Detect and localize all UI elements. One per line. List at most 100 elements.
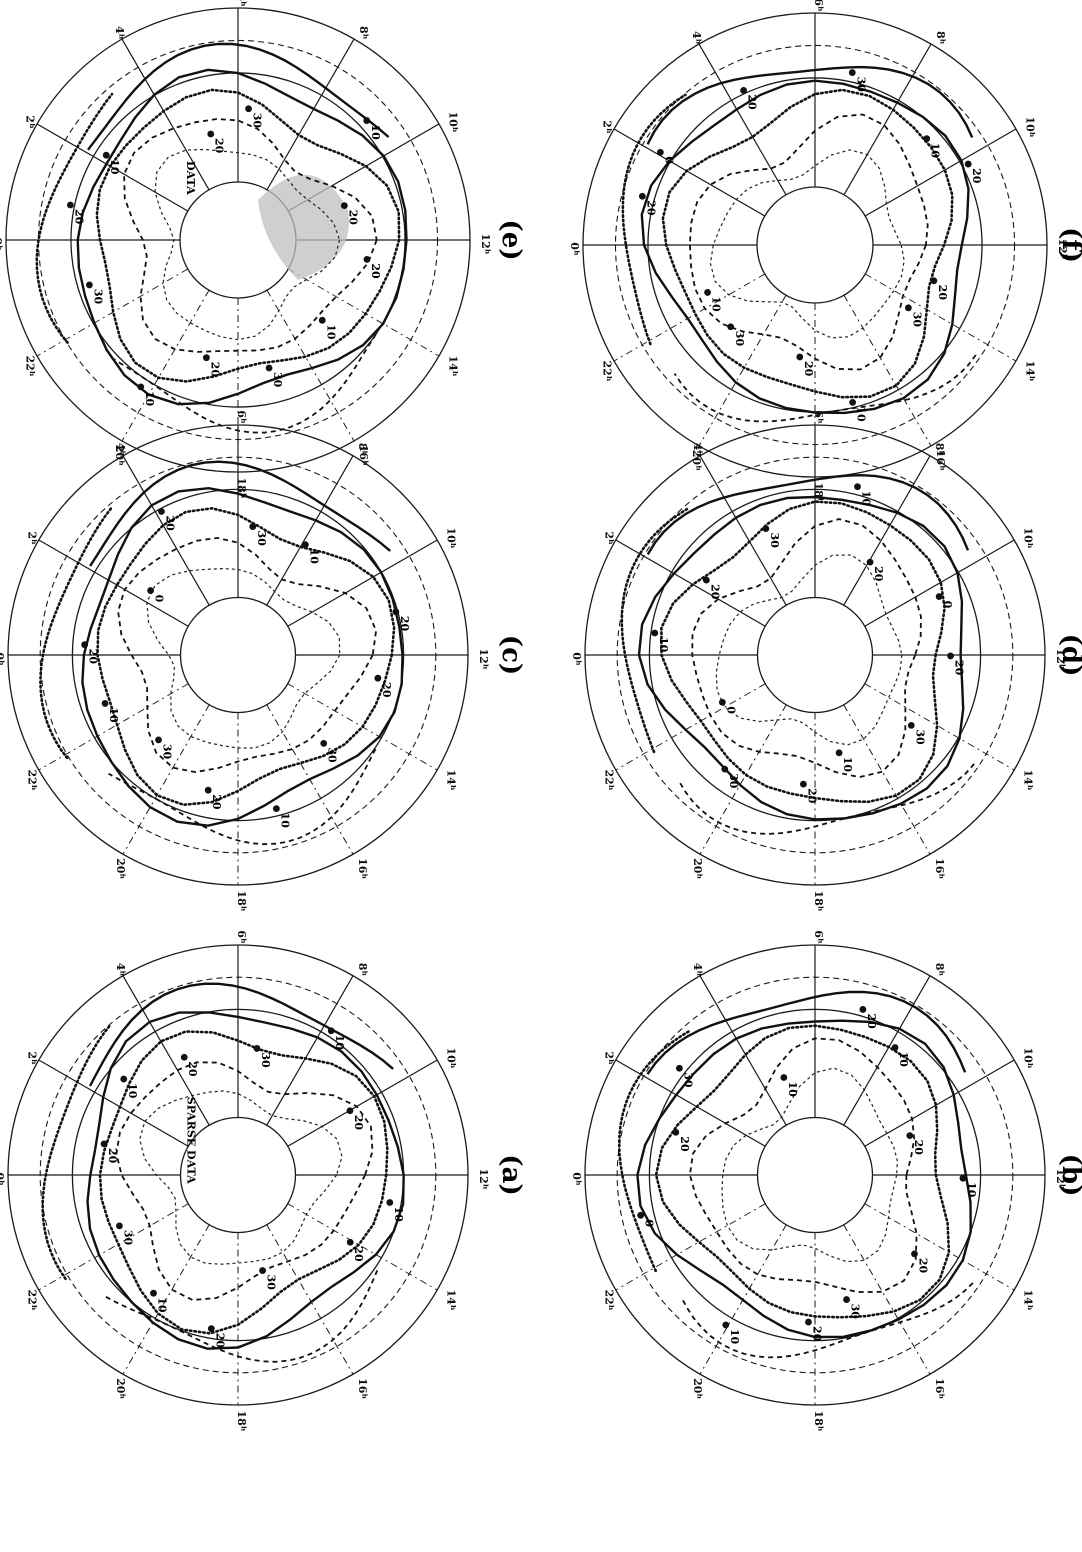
contour-value-label: 20	[398, 616, 411, 632]
contour-inner	[154, 148, 341, 341]
contour-label-dot	[346, 1107, 354, 1115]
inner-ring	[756, 186, 874, 304]
contour-label-dot	[120, 1075, 128, 1083]
contour-value-label: 10	[897, 1052, 910, 1068]
contour-value-label: 20	[746, 94, 759, 110]
contour-label-dot	[100, 1140, 108, 1148]
spoke-22h	[615, 1203, 766, 1291]
spoke-20h	[122, 1224, 210, 1375]
hour-label: 0ʰ	[568, 242, 581, 256]
spoke-14h	[864, 1203, 1015, 1291]
contour-arc	[621, 93, 687, 346]
contour-value-label: 20	[811, 1326, 824, 1342]
contour-value-label: 10	[657, 637, 670, 653]
contour-dotted	[660, 500, 946, 804]
contour-label-dot	[656, 148, 664, 156]
contour-value-label: 30	[913, 729, 926, 745]
hour-label: 18ʰ	[812, 890, 825, 911]
contour-label-dot	[727, 323, 735, 331]
contour-value-label: 20	[72, 209, 85, 225]
contour-label-dot	[147, 587, 154, 594]
contour-value-label: 0	[643, 1219, 656, 1227]
contour-value-label: 0	[662, 156, 675, 164]
contour-label-dot	[346, 1238, 354, 1246]
hour-label: 14ʰ	[446, 355, 459, 376]
contour-dashed	[691, 518, 922, 779]
contour-value-label: 30	[727, 773, 740, 789]
spoke-10h	[864, 539, 1015, 627]
contour-value-label: 20	[912, 1140, 925, 1156]
contour-solid	[640, 79, 970, 415]
contour-value-label: 10	[369, 124, 382, 140]
hour-label: 16ʰ	[934, 450, 947, 471]
contour-label-dot	[301, 541, 309, 549]
spoke-8h	[843, 455, 931, 606]
contour-value-label: 30	[271, 372, 284, 388]
spoke-10h	[864, 1059, 1015, 1147]
contour-value-label: 30	[250, 113, 263, 129]
contour-label-dot	[930, 277, 938, 285]
hour-label: 8ʰ	[356, 443, 369, 457]
contour-value-label: 20	[106, 1148, 119, 1164]
hour-label: 2ʰ	[602, 531, 615, 545]
contour-value-label: 20	[87, 649, 100, 665]
contour-label-dot	[721, 765, 729, 773]
spoke-8h	[266, 975, 354, 1126]
spoke-20h	[121, 289, 210, 442]
spoke-4h	[698, 43, 787, 196]
spoke-4h	[699, 975, 787, 1126]
hour-label: 22ʰ	[24, 355, 37, 376]
hour-label: 18ʰ	[235, 1410, 248, 1431]
hour-label: 8ʰ	[356, 963, 369, 977]
contour-value-label: 0	[724, 706, 737, 714]
contour-label-dot	[923, 135, 931, 143]
contour-solid	[81, 486, 404, 827]
contour-arc	[680, 1282, 974, 1359]
contour-label-dot	[835, 749, 843, 757]
hour-label: 16ʰ	[933, 858, 946, 879]
contour-inner	[139, 1090, 343, 1265]
contour-value-label: 20	[805, 788, 818, 804]
hour-label: 20ʰ	[691, 858, 704, 879]
contour-value-label: 20	[952, 660, 965, 676]
contour-value-label: 20	[352, 1246, 365, 1262]
contour-value-label: 20	[917, 1258, 930, 1274]
contour-label-dot	[866, 558, 874, 566]
spoke-2h	[615, 539, 766, 627]
hour-label: 4ʰ	[114, 963, 127, 977]
contour-label-dot	[704, 289, 711, 296]
contour-value-label: 30	[681, 1072, 694, 1088]
contour-arc	[87, 42, 390, 151]
hour-label: 4ʰ	[690, 31, 703, 45]
hour-label: 16ʰ	[933, 1378, 946, 1399]
contour-label-dot	[101, 700, 109, 707]
panel-label-d: (d)	[1056, 634, 1082, 677]
spoke-4h	[121, 38, 210, 191]
contour-value-label: 30	[91, 289, 104, 305]
spoke-4h	[699, 455, 787, 606]
contour-value-label: 20	[872, 566, 885, 582]
hour-label: 18ʰ	[812, 482, 825, 503]
contour-arc	[646, 65, 974, 145]
contour-value-label: 10	[929, 143, 942, 159]
contour-label-dot	[204, 786, 212, 794]
contour-dashed	[117, 536, 378, 774]
hour-label: 16ʰ	[356, 1378, 369, 1399]
contour-label-dot	[318, 316, 326, 324]
spoke-2h	[38, 539, 189, 627]
contour-label-dot	[796, 353, 804, 361]
hour-label: 20ʰ	[690, 450, 703, 471]
contour-label-dot	[245, 105, 252, 113]
hour-label: 22ʰ	[25, 1289, 38, 1310]
contour-label-dot	[672, 1128, 680, 1136]
contour-dotted	[661, 88, 954, 399]
contour-solid	[86, 1011, 405, 1350]
contour-inner	[146, 567, 341, 749]
contour-value-label: 20	[213, 138, 226, 154]
spoke-20h	[699, 704, 787, 855]
contour-arc	[104, 1269, 379, 1363]
contour-value-label: 20	[186, 1061, 199, 1077]
spoke-14h	[864, 273, 1017, 362]
hour-label: 2ʰ	[601, 120, 614, 134]
spoke-2h	[36, 123, 189, 212]
